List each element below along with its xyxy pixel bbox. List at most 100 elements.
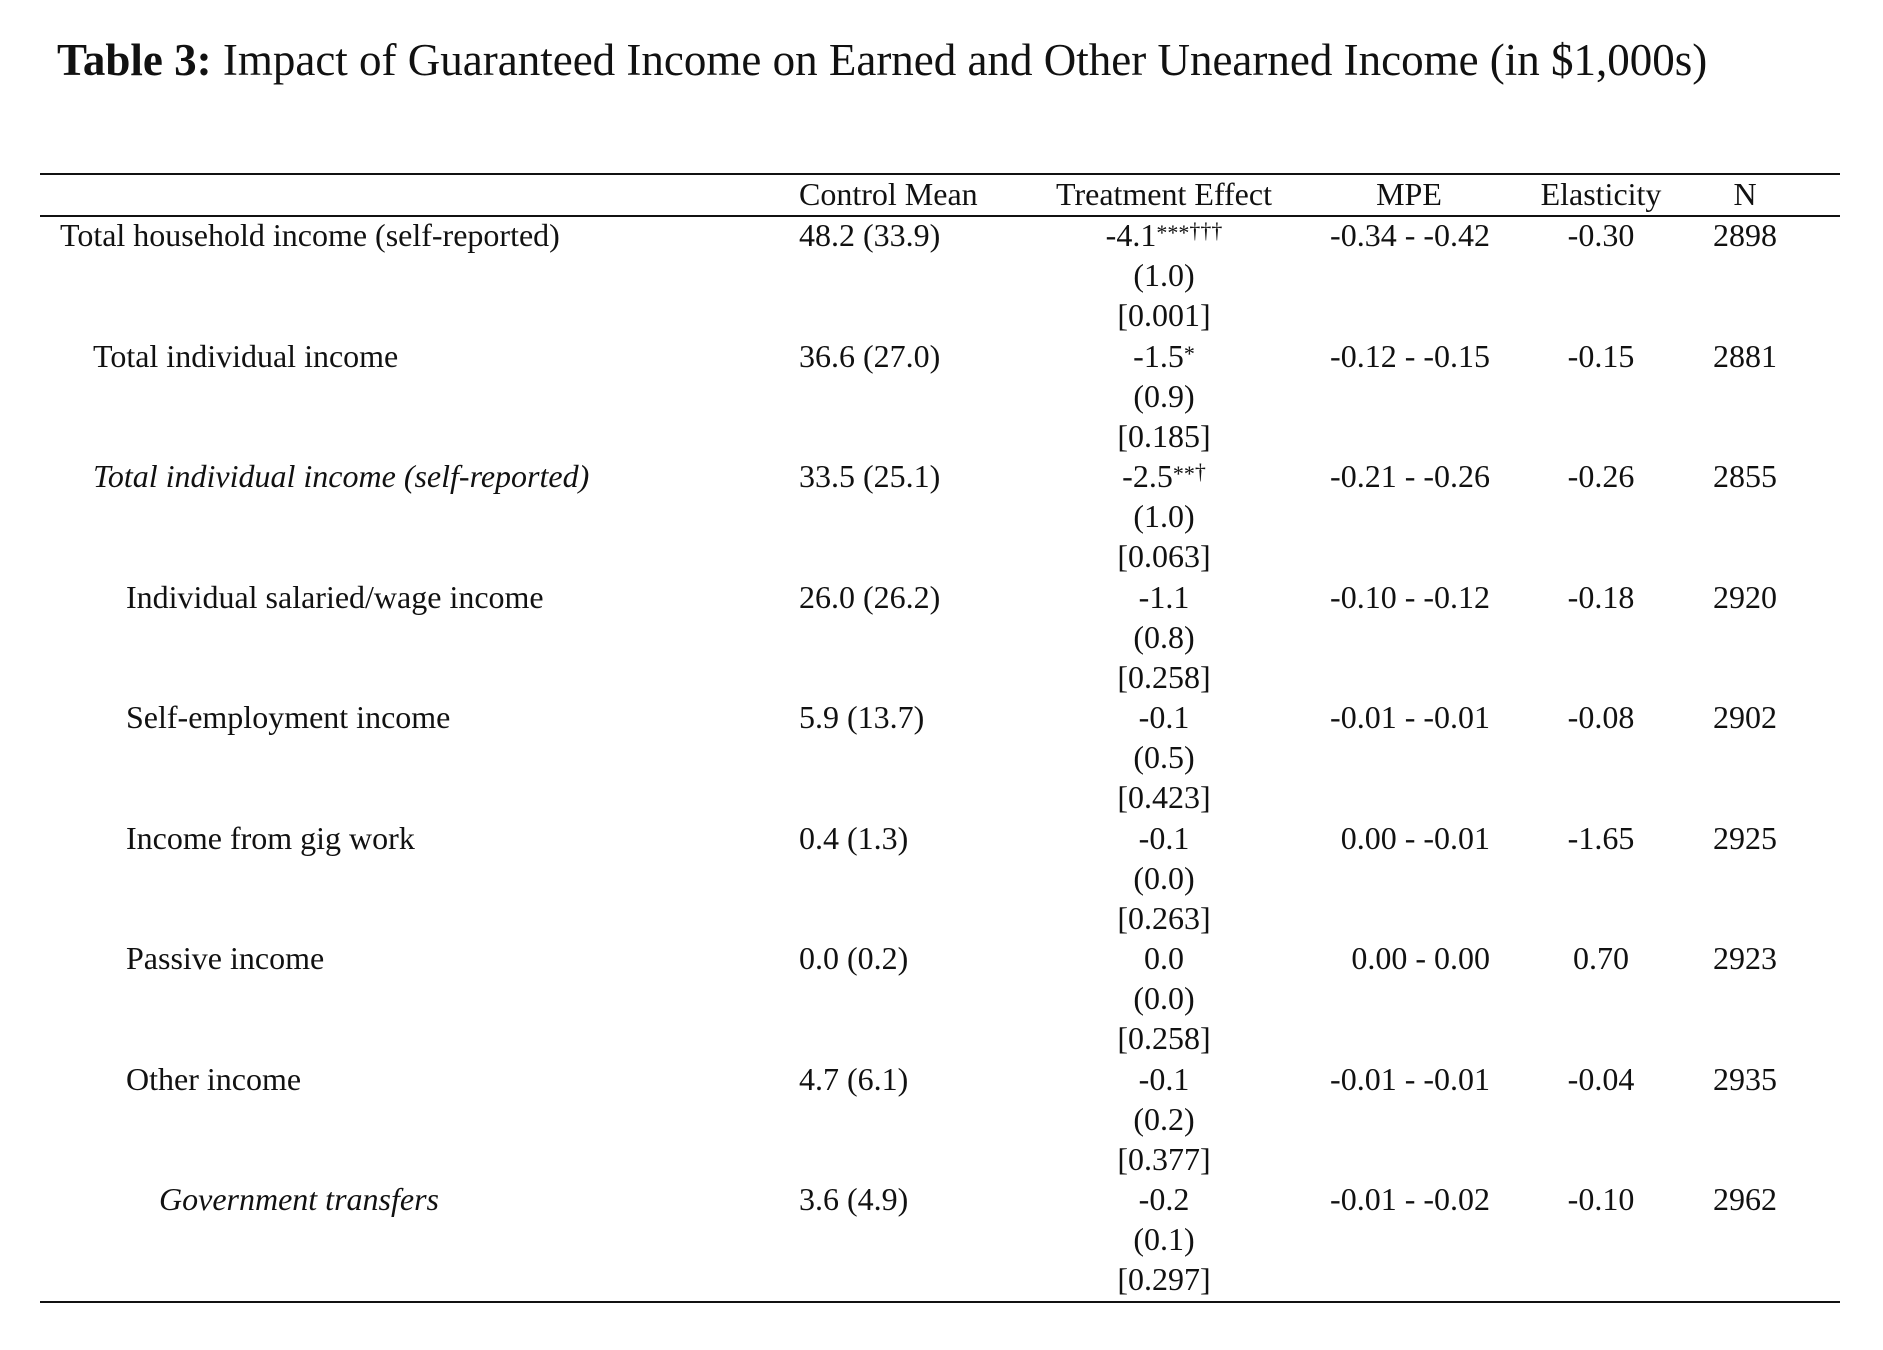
control-mean-cell: 48.2 (33.9) [799,217,941,253]
elasticity-cell: -0.08 [1567,699,1635,735]
significance-stars: *** [1156,220,1190,245]
p-value-cell: [0.258] [1117,659,1211,695]
control-mean-cell: 3.6 (4.9) [799,1181,909,1217]
p-value-cell: [0.063] [1117,538,1211,574]
mpe-cell: -0.10 - -0.12 [1330,579,1490,615]
p-value-cell: [0.263] [1117,900,1211,936]
control-mean-cell: 5.9 (13.7) [799,699,925,735]
elasticity-cell: 0.70 [1573,940,1629,976]
control-mean-cell: 33.5 (25.1) [799,458,941,494]
standard-error-cell: (0.1) [1133,1221,1195,1257]
table-top-rule [40,173,1840,175]
control-mean-cell: 0.0 (0.2) [799,940,909,976]
row-label: Income from gig work [126,820,415,856]
header-control-mean: Control Mean [799,176,978,212]
table-row: Income from gig work 0.4 (1.3) -0.1 (0.0) [0… [0,818,1883,938]
standard-error-cell: (0.0) [1133,860,1195,896]
significance-daggers: ††† [1189,218,1223,243]
table-row: Total individual income 36.6 (27.0) -1.5*(… [0,336,1883,456]
elasticity-cell: -0.04 [1567,1061,1635,1097]
treatment-effect-cell: -0.1 [1139,818,1190,858]
n-cell: 2923 [1713,940,1777,976]
table-row: Self-employment income 5.9 (13.7) -0.1 (0.5… [0,697,1883,817]
row-label: Government transfers [159,1181,439,1217]
significance-stars: ** [1172,461,1195,486]
significance-stars: * [1183,341,1195,366]
p-value-cell: [0.001] [1117,297,1211,333]
treatment-effect-cell: -0.1 [1139,697,1190,737]
table-row: Total household income (self-reported) 48… [0,215,1883,335]
standard-error-cell: (1.0) [1133,257,1195,293]
mpe-cell: -0.34 - -0.42 [1330,217,1490,253]
p-value-cell: [0.185] [1117,418,1211,454]
treatment-effect-value: -0.2 [1138,1181,1190,1217]
mpe-cell: -0.21 - -0.26 [1330,458,1490,494]
n-cell: 2881 [1713,338,1777,374]
treatment-effect-cell: -4.1***††† [1106,215,1223,255]
table-row: Government transfers 3.6 (4.9) -0.2 (0.1) [0… [0,1179,1883,1299]
elasticity-cell: -0.15 [1567,338,1635,374]
treatment-effect-value: -2.5 [1122,458,1173,494]
treatment-effect-value: -4.1 [1105,217,1157,253]
p-value-cell: [0.377] [1117,1141,1211,1177]
table-header-rule [40,215,1840,217]
treatment-effect-value: -0.1 [1138,699,1190,735]
mpe-cell: -0.01 - -0.01 [1330,699,1490,735]
table-row: Passive income 0.0 (0.2) 0.0 (0.0) [0.258] 0.… [0,938,1883,1058]
n-cell: 2935 [1713,1061,1777,1097]
standard-error-cell: (0.2) [1133,1101,1195,1137]
mpe-cell: 0.00 - -0.01 [1340,820,1490,856]
elasticity-cell: -1.65 [1567,820,1635,856]
header-n: N [1733,176,1757,212]
table-caption: Table 3: Impact of Guaranteed Income on … [57,30,1707,90]
treatment-effect-value: -0.1 [1138,820,1190,856]
treatment-effect-cell: -1.5* [1133,336,1195,376]
standard-error-cell: (0.5) [1133,739,1195,775]
header-mpe: MPE [1376,176,1442,212]
row-label: Individual salaried/wage income [126,579,544,615]
row-label: Total household income (self-reported) [60,217,560,253]
standard-error-cell: (0.8) [1133,619,1195,655]
elasticity-cell: -0.10 [1567,1181,1635,1217]
table-row: Other income 4.7 (6.1) -0.1 (0.2) [0.377] -0.… [0,1059,1883,1179]
n-cell: 2902 [1713,699,1777,735]
row-label: Other income [126,1061,302,1097]
treatment-effect-value: -1.1 [1138,579,1190,615]
elasticity-cell: -0.18 [1567,579,1635,615]
n-cell: 2925 [1713,820,1777,856]
significance-daggers: † [1194,459,1206,484]
treatment-effect-value: -1.5 [1133,338,1184,374]
treatment-effect-cell: 0.0 [1144,938,1184,978]
mpe-cell: -0.12 - -0.15 [1330,338,1490,374]
row-label: Total individual income [93,338,399,374]
treatment-effect-cell: -0.2 [1139,1179,1190,1219]
standard-error-cell: (0.9) [1133,378,1195,414]
header-elasticity: Elasticity [1540,176,1662,212]
treatment-effect-cell: -0.1 [1139,1059,1190,1099]
table-row: Individual salaried/wage income 26.0 (26.… [0,577,1883,697]
n-cell: 2920 [1713,579,1777,615]
control-mean-cell: 4.7 (6.1) [799,1061,909,1097]
standard-error-cell: (0.0) [1133,980,1195,1016]
p-value-cell: [0.423] [1117,779,1211,815]
n-cell: 2898 [1713,217,1777,253]
table-row: Total individual income (self-reported) 3… [0,456,1883,576]
n-cell: 2962 [1713,1181,1777,1217]
control-mean-cell: 0.4 (1.3) [799,820,909,856]
control-mean-cell: 36.6 (27.0) [799,338,941,374]
standard-error-cell: (1.0) [1133,498,1195,534]
treatment-effect-value: -0.1 [1138,1061,1190,1097]
treatment-effect-cell: -2.5**† [1122,456,1206,496]
table-caption-label: Table 3: [57,35,212,85]
mpe-cell: 0.00 - 0.00 [1351,940,1490,976]
control-mean-cell: 26.0 (26.2) [799,579,941,615]
treatment-effect-value: 0.0 [1144,940,1184,976]
row-label: Passive income [126,940,325,976]
table-bottom-rule [40,1301,1840,1303]
header-treatment-effect: Treatment Effect [1056,176,1272,212]
elasticity-cell: -0.30 [1567,217,1635,253]
p-value-cell: [0.258] [1117,1020,1211,1056]
mpe-cell: -0.01 - -0.02 [1330,1181,1490,1217]
n-cell: 2855 [1713,458,1777,494]
row-label: Total individual income (self-reported) [93,458,590,494]
